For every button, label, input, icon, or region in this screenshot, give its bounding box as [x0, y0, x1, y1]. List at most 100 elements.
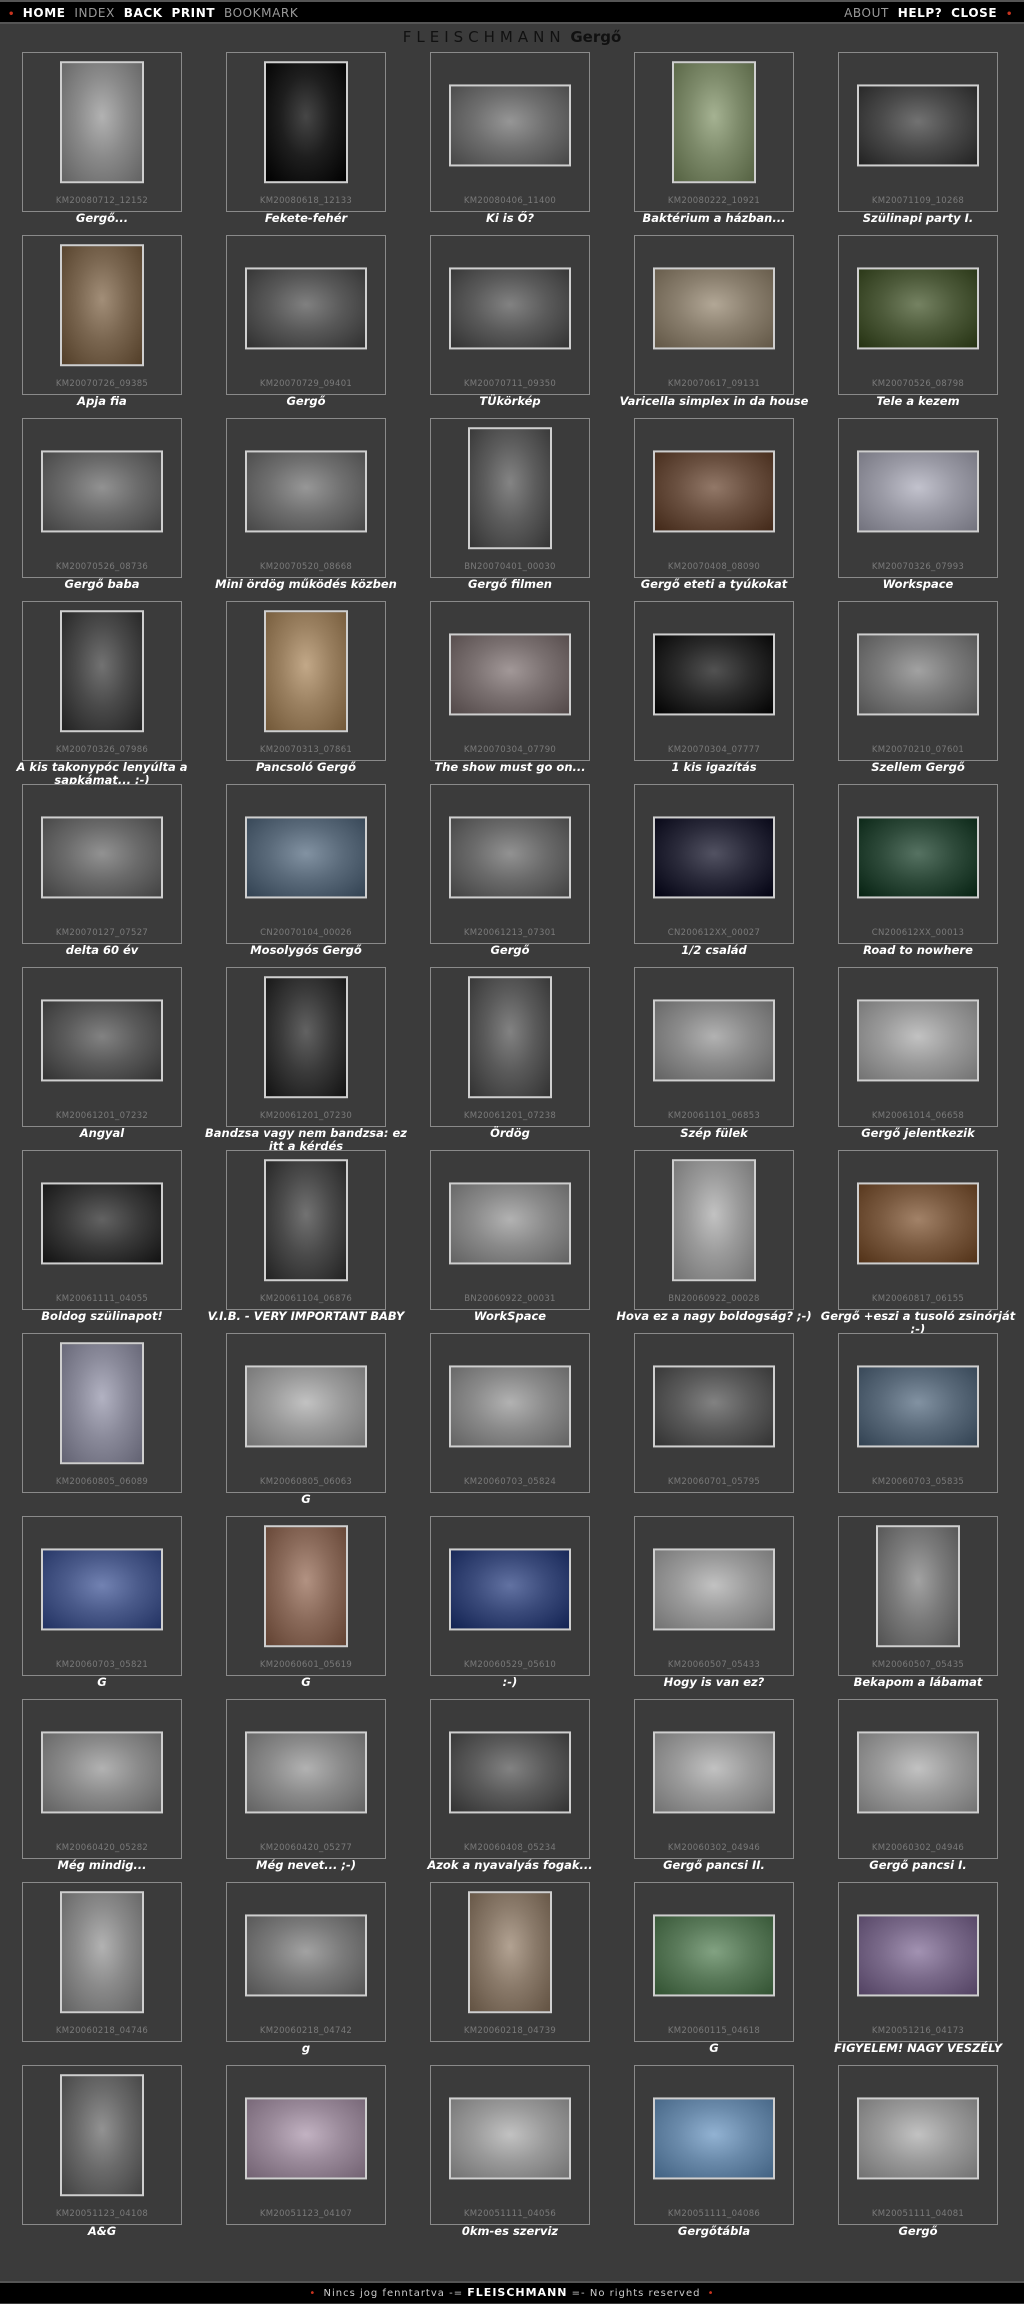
photo-thumbnail[interactable] [245, 1731, 367, 1814]
photo-thumbnail[interactable] [449, 267, 571, 350]
nav-print-link[interactable]: PRINT [171, 6, 216, 20]
thumbnail-caption[interactable]: G [97, 1675, 107, 1689]
thumbnail-caption[interactable]: Ki is Ő? [485, 211, 535, 225]
thumbnail-caption[interactable]: Gergő +eszi a tusoló zsinórját ;-) [820, 1309, 1016, 1336]
thumbnail-caption[interactable]: Gergő pancsi I. [869, 1858, 967, 1872]
thumbnail-caption[interactable]: Tele a kezem [876, 394, 960, 408]
photo-thumbnail[interactable] [41, 999, 163, 1082]
photo-thumbnail[interactable] [857, 999, 979, 1082]
photo-thumbnail[interactable] [449, 1365, 571, 1448]
photo-thumbnail[interactable] [41, 816, 163, 899]
thumbnail-caption[interactable]: G [301, 1492, 311, 1506]
thumbnail-frame[interactable]: KM20051216_04173 [838, 1882, 998, 2042]
thumbnail-frame[interactable]: KM20080712_12152 [22, 52, 182, 212]
photo-thumbnail[interactable] [41, 1731, 163, 1814]
thumbnail-frame[interactable]: KM20060601_05619 [226, 1516, 386, 1676]
thumbnail-caption[interactable]: g [301, 2041, 311, 2055]
photo-thumbnail[interactable] [245, 1365, 367, 1448]
photo-thumbnail[interactable] [653, 450, 775, 533]
thumbnail-caption[interactable]: Road to nowhere [863, 943, 973, 957]
photo-thumbnail[interactable] [264, 610, 348, 733]
photo-thumbnail[interactable] [449, 816, 571, 899]
thumbnail-frame[interactable]: KM20070526_08798 [838, 235, 998, 395]
thumbnail-caption[interactable]: Baktérium a házban... [642, 211, 786, 225]
photo-thumbnail[interactable] [60, 2074, 144, 2197]
nav-home-link[interactable]: HOME [22, 6, 66, 20]
thumbnail-frame[interactable]: KM20060115_04618 [634, 1882, 794, 2042]
thumbnail-caption[interactable]: TÜkörkép [479, 394, 541, 408]
thumbnail-caption[interactable]: A kis takonypóc lenyúlta a sapkámat... ;… [16, 760, 188, 787]
photo-thumbnail[interactable] [41, 1182, 163, 1265]
thumbnail-frame[interactable]: KM20060817_06155 [838, 1150, 998, 1310]
thumbnail-frame[interactable]: KM20060701_05795 [634, 1333, 794, 1493]
photo-thumbnail[interactable] [857, 816, 979, 899]
photo-thumbnail[interactable] [245, 816, 367, 899]
thumbnail-frame[interactable]: KM20051123_04107 [226, 2065, 386, 2225]
thumbnail-caption[interactable]: G [709, 2041, 719, 2055]
thumbnail-frame[interactable]: KM20061101_06853 [634, 967, 794, 1127]
nav-help-link[interactable]: HELP? [897, 6, 943, 20]
thumbnail-frame[interactable]: KM20060805_06063 [226, 1333, 386, 1493]
thumbnail-frame[interactable]: KM20051123_04108 [22, 2065, 182, 2225]
thumbnail-caption[interactable]: delta 60 év [65, 943, 139, 957]
thumbnail-frame[interactable]: KM20051111_04081 [838, 2065, 998, 2225]
thumbnail-caption[interactable]: G [301, 1675, 311, 1689]
thumbnail-frame[interactable]: KM20060529_05610 [430, 1516, 590, 1676]
thumbnail-frame[interactable]: KM20061201_07238 [430, 967, 590, 1127]
thumbnail-frame[interactable]: KM20061104_06876 [226, 1150, 386, 1310]
thumbnail-caption[interactable]: 0km-es szerviz [461, 2224, 559, 2238]
thumbnail-frame[interactable]: KM20060703_05824 [430, 1333, 590, 1493]
thumbnail-frame[interactable]: KM20051111_04086 [634, 2065, 794, 2225]
nav-back-link[interactable]: BACK [123, 6, 163, 20]
thumbnail-frame[interactable]: KM20071109_10268 [838, 52, 998, 212]
thumbnail-frame[interactable]: CN20070104_00026 [226, 784, 386, 944]
photo-thumbnail[interactable] [857, 1182, 979, 1265]
thumbnail-caption[interactable]: Gergő filmen [467, 577, 552, 591]
thumbnail-caption[interactable]: Gergő pancsi II. [663, 1858, 765, 1872]
thumbnail-caption[interactable]: Ördög [490, 1126, 530, 1140]
thumbnail-frame[interactable]: KM20080222_10921 [634, 52, 794, 212]
thumbnail-caption[interactable]: Hova ez a nagy boldogság? ;-) [616, 1309, 812, 1323]
photo-thumbnail[interactable] [857, 450, 979, 533]
thumbnail-caption[interactable]: 1 kis igazítás [671, 760, 757, 774]
thumbnail-caption[interactable]: Azok a nyavalyás fogak... [427, 1858, 593, 1872]
nav-index-link[interactable]: INDEX [74, 6, 115, 20]
nav-bookmark-link[interactable]: BOOKMARK [223, 6, 299, 20]
thumbnail-frame[interactable]: KM20070210_07601 [838, 601, 998, 761]
thumbnail-caption[interactable]: The show must go on... [434, 760, 586, 774]
photo-thumbnail[interactable] [60, 610, 144, 733]
thumbnail-caption[interactable]: Gergő [490, 943, 530, 957]
thumbnail-caption[interactable]: Bandzsa vagy nem bandzsa: ez itt a kérdé… [204, 1126, 407, 1153]
photo-thumbnail[interactable] [60, 61, 144, 184]
photo-thumbnail[interactable] [60, 1891, 144, 2014]
photo-thumbnail[interactable] [857, 633, 979, 716]
photo-thumbnail[interactable] [264, 1159, 348, 1282]
thumbnail-caption[interactable]: Szép fülek [680, 1126, 748, 1140]
thumbnail-caption[interactable]: Gergő... [75, 211, 129, 225]
photo-thumbnail[interactable] [653, 1365, 775, 1448]
thumbnail-caption[interactable]: WorkSpace [473, 1309, 547, 1323]
photo-thumbnail[interactable] [449, 1182, 571, 1265]
thumbnail-frame[interactable]: KM20070313_07861 [226, 601, 386, 761]
thumbnail-caption[interactable]: 1/2 család [681, 943, 747, 957]
thumbnail-caption[interactable]: A&G [87, 2224, 117, 2238]
photo-thumbnail[interactable] [653, 1731, 775, 1814]
thumbnail-frame[interactable]: KM20060218_04742 [226, 1882, 386, 2042]
thumbnail-frame[interactable]: KM20060805_06089 [22, 1333, 182, 1493]
photo-thumbnail[interactable] [857, 1914, 979, 1997]
thumbnail-frame[interactable]: KM20060420_05282 [22, 1699, 182, 1859]
photo-thumbnail[interactable] [264, 1525, 348, 1648]
photo-thumbnail[interactable] [653, 1914, 775, 1997]
thumbnail-frame[interactable]: CN200612XX_00027 [634, 784, 794, 944]
photo-thumbnail[interactable] [653, 816, 775, 899]
thumbnail-frame[interactable]: KM20060408_05234 [430, 1699, 590, 1859]
photo-thumbnail[interactable] [245, 1914, 367, 1997]
photo-thumbnail[interactable] [41, 1548, 163, 1631]
photo-thumbnail[interactable] [449, 84, 571, 167]
thumbnail-frame[interactable]: KM20060218_04739 [430, 1882, 590, 2042]
thumbnail-caption[interactable]: Gergő [898, 2224, 938, 2238]
thumbnail-caption[interactable]: Gergő baba [64, 577, 140, 591]
thumbnail-caption[interactable]: Gergő [286, 394, 326, 408]
thumbnail-caption[interactable]: Pancsoló Gergő [255, 760, 357, 774]
thumbnail-frame[interactable]: BN20060922_00031 [430, 1150, 590, 1310]
